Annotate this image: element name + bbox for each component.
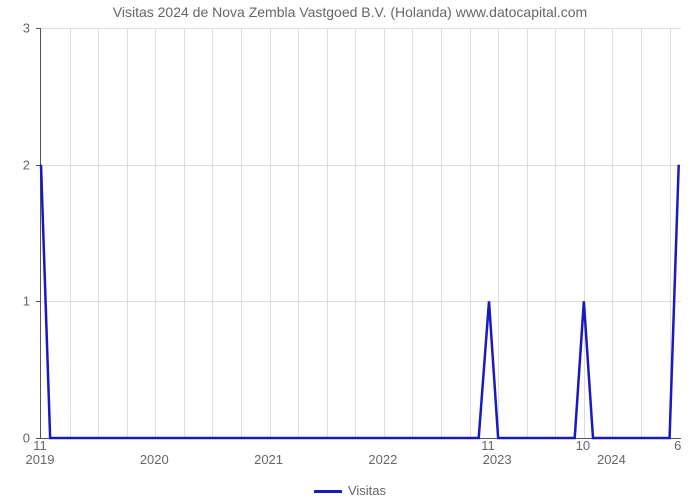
visits-chart: Visitas 2024 de Nova Zembla Vastgoed B.V… [0,0,700,500]
value-label: 11 [481,438,495,453]
value-label: 10 [576,438,590,453]
legend-label: Visitas [348,483,386,498]
y-tick-label: 3 [10,21,30,36]
plot-area [40,28,681,439]
x-tick-label: 2021 [254,452,283,467]
x-tick-label: 2024 [597,452,626,467]
legend: Visitas [0,483,700,498]
value-label: 6 [674,438,681,453]
x-tick-label: 2022 [368,452,397,467]
x-tick-label: 2020 [140,452,169,467]
chart-title: Visitas 2024 de Nova Zembla Vastgoed B.V… [0,4,700,20]
value-label: 11 [33,438,47,453]
legend-swatch [314,490,342,493]
y-tick-label: 1 [10,294,30,309]
x-tick-label: 2023 [483,452,512,467]
x-tick-label: 2019 [26,452,55,467]
y-tick-label: 2 [10,157,30,172]
y-tick-label: 0 [10,431,30,446]
line-series [41,28,681,438]
